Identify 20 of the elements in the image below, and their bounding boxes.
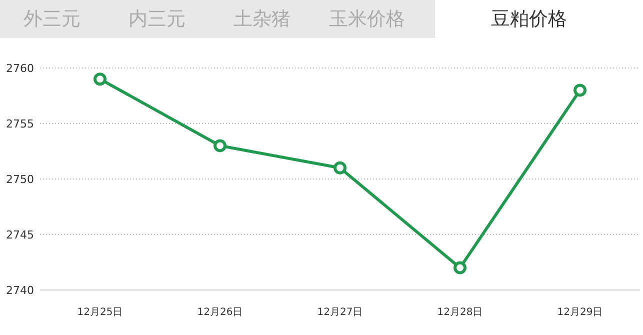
- y-tick-label: 2755: [6, 118, 34, 130]
- chart-title: 豆粕价格: [491, 8, 567, 30]
- x-tick-label: 12月25日: [77, 307, 123, 318]
- point: [214, 139, 226, 152]
- text: 玉米价格: [329, 8, 405, 30]
- y-tick-label: 2740: [6, 284, 34, 297]
- text: 外三元: [24, 8, 80, 30]
- y-tick-label: 2760: [6, 62, 34, 75]
- y-tick-label: 2745: [6, 228, 34, 242]
- text: 土杂猪: [234, 8, 290, 30]
- x-tick-label: 12月26日: [197, 307, 243, 318]
- point: [454, 261, 466, 274]
- x-tick-label: 12月28日: [437, 307, 483, 318]
- point: [574, 84, 586, 97]
- x-tick-label: 12月29日: [557, 307, 603, 318]
- point: [94, 72, 106, 86]
- y-tick-label: 2750: [6, 173, 34, 186]
- point: [334, 161, 346, 174]
- x-tick-label: 12月27日: [317, 307, 363, 318]
- text: 内三元: [128, 8, 186, 30]
